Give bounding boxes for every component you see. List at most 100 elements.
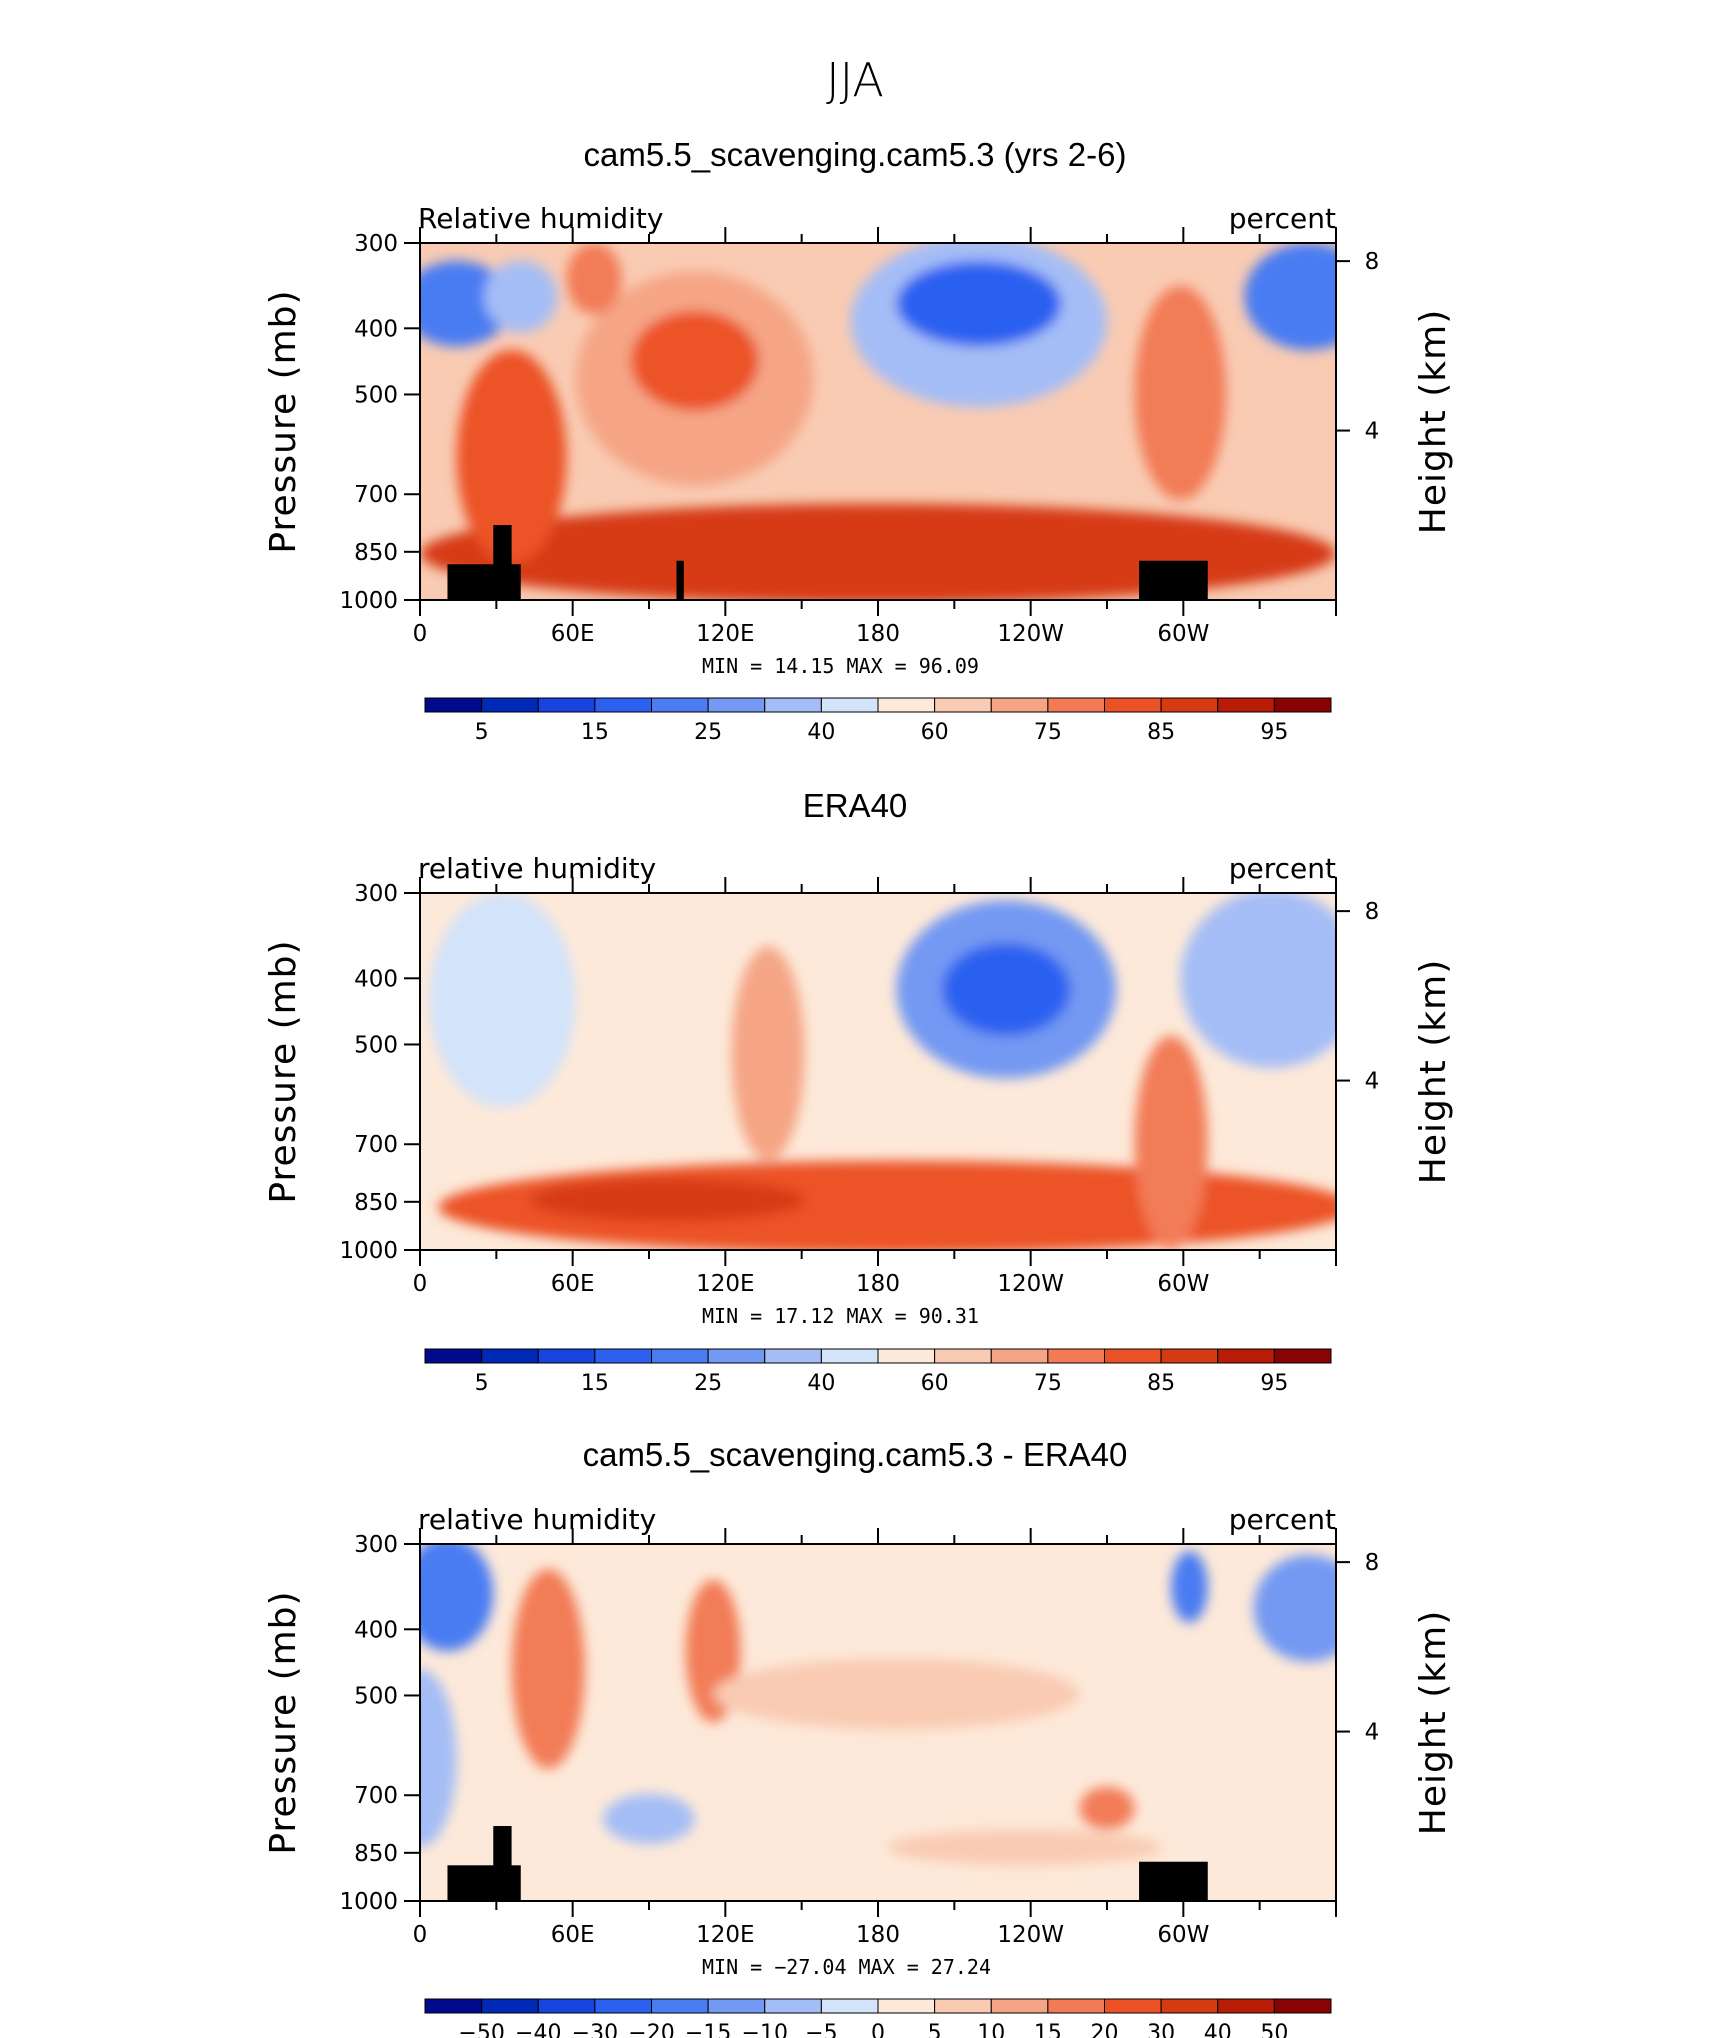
colorbar-label: 75 <box>1034 1371 1062 1396</box>
topography-mask <box>1139 1861 1208 1901</box>
contour-region <box>1253 1554 1336 1662</box>
panel-title: cam5.5_scavenging.cam5.3 (yrs 2-6) <box>584 136 1127 173</box>
contour-region <box>420 1668 457 1848</box>
colorbar-swatch <box>537 697 596 713</box>
colorbar-swatch <box>1160 1348 1219 1364</box>
chart-panel-2: ERA40 relative humidity percent 0 60E 120E 180… <box>263 787 1454 1396</box>
y-tick-label: 500 <box>354 382 398 408</box>
topography-mask <box>676 560 684 600</box>
y-tick-label: 700 <box>354 1132 398 1158</box>
topography-mask <box>493 525 512 600</box>
colorbar-swatch <box>764 1348 822 1364</box>
colorbar-swatch <box>764 697 822 713</box>
contour-region <box>713 1658 1080 1730</box>
x-tick-label: 60W <box>1157 1922 1209 1948</box>
colorbar-label: 25 <box>694 720 722 745</box>
contour-field <box>420 243 1336 600</box>
min-max-stats: MIN = 14.15 MAX = 96.09 <box>702 654 979 678</box>
colorbar-swatch <box>537 1348 596 1364</box>
colorbar-swatch <box>707 1998 766 2014</box>
y2-tick-label: 4 <box>1365 419 1380 445</box>
colorbar-swatch <box>820 697 879 713</box>
contour-region <box>1171 1551 1208 1623</box>
colorbar-swatch <box>820 1998 879 2014</box>
contour-region <box>511 1568 585 1769</box>
max-label: MAX = <box>847 654 919 678</box>
x-tick-label: 60E <box>551 1271 595 1297</box>
y-tick-label: 400 <box>354 1617 398 1643</box>
colorbar-swatch <box>990 1348 1049 1364</box>
colorbar-swatch <box>1047 697 1105 713</box>
colorbar-label: 40 <box>807 1371 835 1396</box>
x-tick-label: 120W <box>997 621 1064 647</box>
colorbar-swatch <box>594 1348 652 1364</box>
colorbar-swatch <box>651 697 709 713</box>
left-string: relative humidity <box>418 1503 656 1536</box>
chart-panel-1: cam5.5_scavenging.cam5.3 (yrs 2-6) Relati… <box>263 136 1454 745</box>
colorbar-label: 85 <box>1147 720 1175 745</box>
contour-region <box>1079 1786 1135 1830</box>
colorbar-label: −50 <box>458 2021 504 2038</box>
x-tick-label: 120W <box>997 1271 1064 1297</box>
y-tick-label: 700 <box>354 482 398 508</box>
contour-region <box>1134 285 1227 501</box>
panel-title: ERA40 <box>803 787 908 824</box>
min-label: MIN = <box>702 654 774 678</box>
topography-mask <box>493 1826 512 1901</box>
colorbar-swatch <box>537 1998 596 2014</box>
contour-region <box>1134 1035 1208 1250</box>
y-tick-label: 300 <box>354 1532 398 1558</box>
colorbar-swatch <box>651 1998 709 2014</box>
y-tick-label: 700 <box>354 1783 398 1809</box>
colorbar-label: 60 <box>921 720 949 745</box>
x-tick-label: 60W <box>1157 1271 1209 1297</box>
colorbar-swatch <box>594 1998 652 2014</box>
contour-region <box>484 260 558 333</box>
contour-region <box>566 243 622 315</box>
colorbar: −50 −40 −30 −20 −15 −10 −5 0 5 10 15 20 30 40 50 <box>424 1998 1332 2038</box>
colorbar-swatch <box>1160 1998 1219 2014</box>
y-tick-label: 1000 <box>339 588 398 614</box>
y-tick-label: 300 <box>354 231 398 257</box>
left-string: Relative humidity <box>418 202 663 235</box>
contour-region <box>731 946 805 1161</box>
colorbar-label: −15 <box>685 2021 731 2038</box>
colorbar-swatch <box>481 1998 539 2014</box>
x-tick-label: 120W <box>997 1922 1064 1948</box>
contour-region <box>603 1793 695 1844</box>
y2-tick-label: 8 <box>1365 899 1380 925</box>
colorbar-swatch <box>1104 697 1162 713</box>
max-value: 96.09 <box>919 654 979 678</box>
colorbar-label: 25 <box>694 1371 722 1396</box>
y-axis-title: Pressure (mb) <box>263 289 304 553</box>
colorbar-swatch <box>1047 1348 1105 1364</box>
colorbar-swatch <box>707 1348 766 1364</box>
colorbar-swatch <box>424 1348 483 1364</box>
y2-axis-title: Height (km) <box>1413 309 1454 534</box>
colorbar-swatch <box>877 697 936 713</box>
contour-region <box>529 1178 805 1222</box>
colorbar-swatch <box>934 1348 992 1364</box>
colorbar-label: −10 <box>742 2021 788 2038</box>
x-tick-label: 60E <box>551 1922 595 1948</box>
x-tick-label: 120E <box>696 621 754 647</box>
y-tick-label: 850 <box>354 1841 398 1867</box>
y-tick-label: 500 <box>354 1683 398 1709</box>
colorbar-swatch <box>1273 1348 1332 1364</box>
x-tick-label: 120E <box>696 1271 754 1297</box>
contour-region <box>420 503 1336 600</box>
min-label: MIN = <box>702 1304 774 1328</box>
colorbar-swatch <box>934 1998 992 2014</box>
panel-title: cam5.5_scavenging.cam5.3 - ERA40 <box>583 1436 1128 1473</box>
x-tick-label: 60E <box>551 621 595 647</box>
colorbar-label: 40 <box>1204 2021 1232 2038</box>
y2-tick-label: 8 <box>1365 249 1380 275</box>
colorbar-label: 60 <box>921 1371 949 1396</box>
y-tick-label: 300 <box>354 881 398 907</box>
y-tick-label: 850 <box>354 1190 398 1216</box>
x-tick-label: 120E <box>696 1922 754 1948</box>
topography-mask <box>1139 560 1208 600</box>
contour-region <box>630 310 759 411</box>
colorbar-label: −20 <box>628 2021 674 2038</box>
colorbar-swatch <box>481 697 539 713</box>
